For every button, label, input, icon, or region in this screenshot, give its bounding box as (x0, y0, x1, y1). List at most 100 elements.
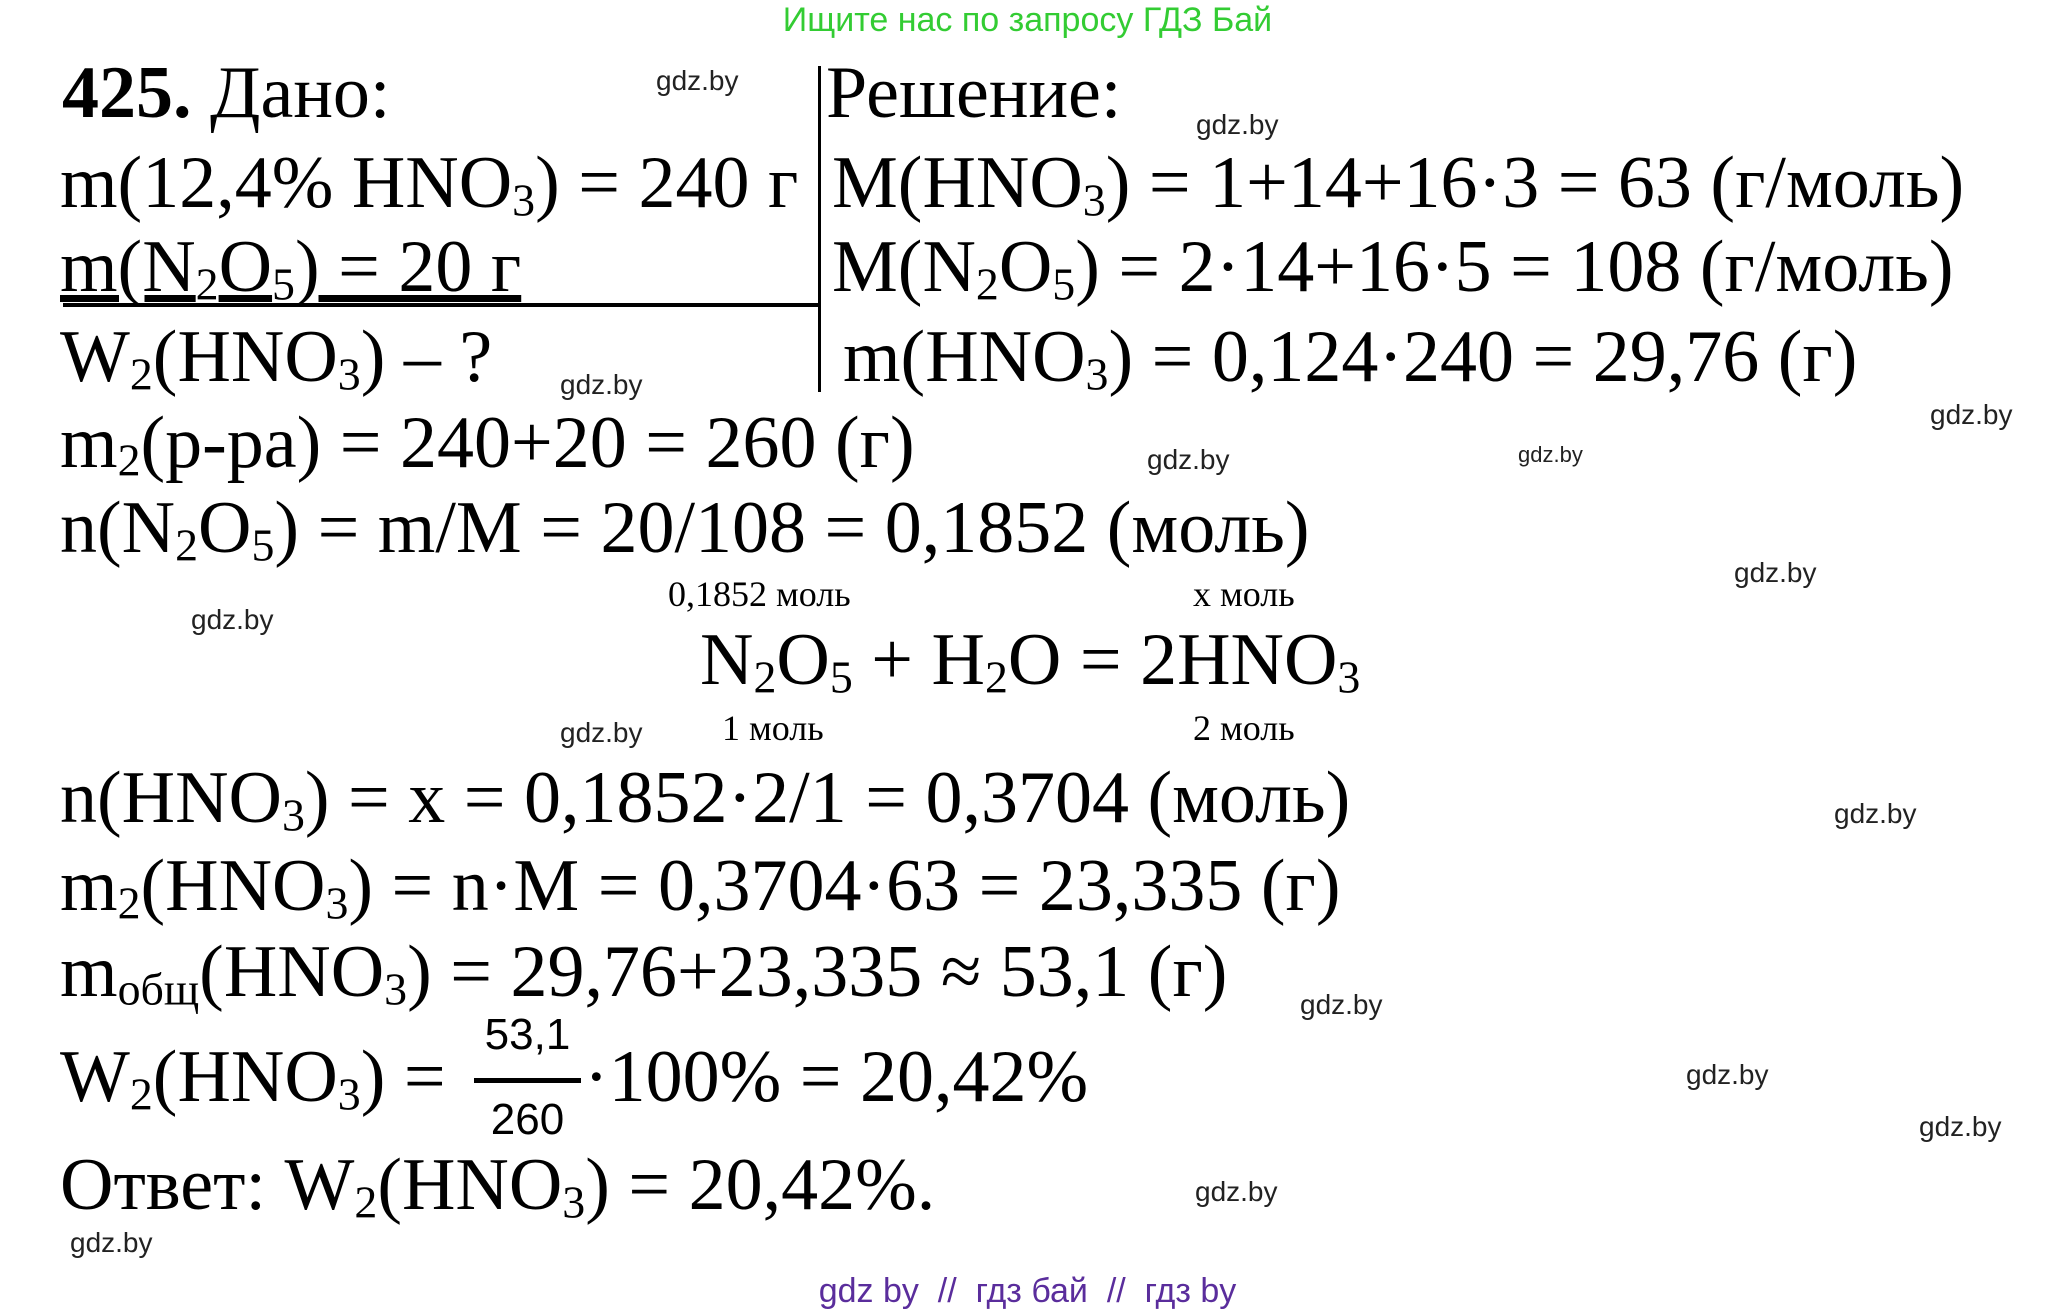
subscript: 2 (117, 434, 141, 486)
fraction-numerator: 53,1 (484, 1010, 571, 1059)
watermark: gdz.by (1686, 1059, 1769, 1090)
formula-text: O = 2HNO (1007, 619, 1338, 701)
formula-text: (HNO (152, 1036, 338, 1118)
problem-number: 425. (62, 52, 192, 134)
formula-text: ) = 29,76+23,335 ≈ 53,1 (г) (407, 931, 1228, 1013)
formula-text: ) = x = 0,1852·2/1 = 0,3704 (моль) (304, 757, 1351, 839)
formula-text: ) = m/M = 20/108 = 0,1852 (моль) (274, 487, 1310, 569)
watermark: gdz.by (1919, 1111, 2002, 1142)
footer-links[interactable]: gdz by // гдз бай // гдз by (818, 1272, 1237, 1310)
fraction-denominator: 260 (490, 1095, 565, 1144)
formula-text: n(N (60, 487, 176, 569)
subscript: 2 (117, 877, 141, 929)
formula-text: (HNO (140, 845, 326, 927)
formula-text: O (776, 619, 830, 701)
fraction-bar (474, 1078, 581, 1083)
subscript: 2 (753, 651, 777, 703)
formula-text: ) = 1+14+16·3 = 63 (г/моль) (1105, 142, 1965, 224)
formula-text: m (60, 402, 118, 484)
formula-text: m(N (60, 226, 196, 308)
problem-heading: 425. Дано: (62, 56, 390, 130)
formula-text: + H (852, 619, 985, 701)
watermark: gdz.by (1300, 989, 1383, 1020)
subscript: 2 (984, 651, 1008, 703)
formula-text: m (60, 931, 118, 1013)
solution-label: Решение: (826, 52, 1122, 134)
formula-text: M(N (832, 226, 976, 308)
subscript: 2 (129, 348, 153, 400)
watermark: gdz.by (1734, 557, 1817, 588)
subscript: 2 (175, 519, 199, 571)
subscript: 3 (337, 348, 361, 400)
subscript: 5 (829, 651, 853, 703)
subscript: 5 (251, 519, 275, 571)
formula-text: O (218, 226, 273, 308)
given-divider-horizontal (63, 303, 820, 307)
label-above-hno3: х моль (1193, 574, 1295, 614)
watermark: gdz.by (1834, 798, 1917, 829)
molar-mass-n2o5: M(N2O5) = 2·14+16·5 = 108 (г/моль) (832, 230, 1954, 307)
subscript: 3 (325, 877, 349, 929)
formula-text: ) = 2·14+16·5 = 108 (г/моль) (1075, 226, 1954, 308)
search-banner: Ищите нас по запросу ГДЗ Бай (782, 1, 1273, 39)
moles-n2o5: n(N2O5) = m/M = 20/108 = 0,1852 (моль) (60, 491, 1310, 568)
mass-fraction-rhs: ·100% = 20,42% (584, 1040, 1088, 1114)
formula-text: (HNO (152, 316, 338, 398)
formula-text: ) – ? (360, 316, 493, 398)
formula-text: ) = 20,42%. (585, 1144, 936, 1226)
formula-text: ·100% = 20,42% (584, 1036, 1089, 1118)
mass2-hno3: m2(HNO3) = n·M = 0,3704·63 = 23,335 (г) (60, 849, 1340, 926)
formula-text: N (700, 619, 754, 701)
subscript: 3 (1085, 348, 1109, 400)
subscript: 2 (129, 1068, 153, 1120)
watermark: gdz.by (560, 717, 643, 748)
watermark: gdz.by (70, 1227, 153, 1258)
watermark: gdz.by (191, 604, 274, 635)
given-n2o5-mass: m(N2O5) = 20 г (60, 230, 521, 307)
mass-hno3: m(HNO3) = 0,124·240 = 29,76 (г) (843, 320, 1857, 397)
formula-text: ) = n·M = 0,3704·63 = 23,335 (г) (348, 845, 1341, 927)
watermark: gdz.by (1195, 1176, 1278, 1207)
total-mass-hno3: mобщ(HNO3) = 29,76+23,335 ≈ 53,1 (г) (60, 935, 1227, 1012)
watermark: gdz.by (1518, 442, 1583, 467)
subscript: 3 (1337, 651, 1361, 703)
watermark: gdz.by (560, 369, 643, 400)
label-below-n2o5: 1 моль (722, 708, 824, 748)
label-below-hno3: 2 моль (1193, 708, 1295, 748)
formula-text: ) = 0,124·240 = 29,76 (г) (1108, 316, 1858, 398)
label-above-n2o5: 0,1852 моль (668, 574, 851, 614)
subscript: 3 (281, 789, 305, 841)
formula-text: m (60, 845, 118, 927)
solution-mass: m2(р-ра) = 240+20 = 260 (г) (60, 406, 915, 483)
formula-text: m(HNO (843, 316, 1086, 398)
subscript: 3 (562, 1176, 586, 1228)
subscript: 2 (195, 258, 219, 310)
formula-text: M(HNO (832, 142, 1083, 224)
subscript: 2 (975, 258, 999, 310)
formula-text: (HNO (199, 931, 385, 1013)
subscript: 3 (337, 1068, 361, 1120)
subscript: 2 (354, 1176, 378, 1228)
mass-fraction-lhs: W2(HNO3) = (60, 1040, 446, 1117)
formula-text: ) = 20 г (294, 226, 522, 308)
subscript: 5 (1052, 258, 1076, 310)
find-statement: W2(HNO3) – ? (60, 320, 492, 397)
formula-text: W (60, 1036, 130, 1118)
formula-text: m(12,4% HNO (60, 142, 513, 224)
formula-text: W (60, 316, 130, 398)
watermark: gdz.by (656, 65, 739, 96)
formula-text: (HNO (377, 1144, 563, 1226)
given-solution-mass: m(12,4% HNO3) = 240 г (60, 146, 798, 223)
formula-text: Ответ: W (60, 1144, 355, 1226)
subscript: 5 (272, 258, 295, 310)
formula-text: O (198, 487, 252, 569)
subscript: 3 (1082, 174, 1106, 226)
given-divider-vertical (818, 66, 821, 392)
formula-text: (р-ра) = 240+20 = 260 (г) (140, 402, 915, 484)
subscript: 3 (512, 174, 536, 226)
formula-text: n(HNO (60, 757, 282, 839)
watermark: gdz.by (1930, 399, 2013, 430)
watermark: gdz.by (1147, 444, 1230, 475)
molar-mass-hno3: M(HNO3) = 1+14+16·3 = 63 (г/моль) (832, 146, 1964, 223)
formula-text: O (998, 226, 1053, 308)
